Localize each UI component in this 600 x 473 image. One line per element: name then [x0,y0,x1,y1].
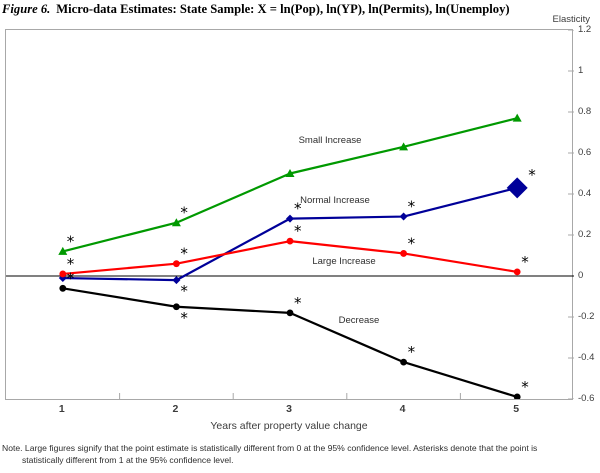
significance-asterisk: * [180,282,188,300]
marker-large-increase [173,260,180,268]
marker-decrease [513,393,521,399]
marker-large-increase [286,237,294,245]
x-tick-label: 2 [172,403,179,415]
marker-small-increase [58,246,68,255]
significance-asterisk: * [67,232,75,250]
note-line-1: Note. Large figures signify that the poi… [2,443,538,453]
marker-decrease [173,303,180,311]
significance-asterisk: * [67,269,75,287]
marker-small-increase [512,113,522,122]
marker-large-increase [59,270,67,278]
significance-asterisk: * [294,200,302,218]
series-line-large-increase [62,240,518,276]
significance-asterisk: * [294,222,302,240]
significance-asterisk: * [67,255,75,273]
figure-title-text: Micro-data Estimates: State Sample: X = … [56,2,510,16]
plot-area: * * Small Increase * * * * Normal Increase * * * * *… [5,29,574,400]
series-label-small-increase: Small Increase [299,135,362,146]
y-tick-label: 0.8 [578,105,592,117]
series-label-normal-increase: Normal Increase [300,195,370,206]
figure-title: Figure 6. Micro-data Estimates: State Sam… [2,2,598,17]
y-tick-label: -0.2 [578,310,595,322]
x-axis-title: Years after property value change [210,420,368,432]
marker-small-increase [171,218,181,227]
series-line-small-increase [62,117,518,253]
marker-small-increase [399,142,409,151]
y-tick-label: -0.4 [578,351,595,363]
marker-large-increase [513,268,521,276]
significance-asterisk: * [408,343,416,361]
y-tick-label: 1.2 [578,23,592,35]
y-tick-label: 1 [578,64,584,76]
figure-number: Figure 6. [2,2,51,16]
significance-asterisk: * [294,294,302,312]
marker-decrease [286,309,294,317]
marker-normal-increase [172,276,181,285]
significance-asterisk: * [408,234,416,252]
significance-asterisk: * [528,166,536,184]
series-line-decrease [62,287,518,399]
significance-asterisk: * [180,204,188,222]
y-tick-label: -0.6 [578,392,595,404]
marker-normal-increase [58,274,67,283]
x-tick-label: 5 [513,403,520,415]
significance-asterisk: * [521,253,529,271]
series-label-large-increase: Large Increase [312,256,375,267]
y-axis-title: Elasticity [552,14,590,25]
significance-asterisk: * [408,198,416,216]
marker-normal-increase [286,214,294,223]
significance-asterisk: * [521,378,529,396]
marker-small-increase [285,169,295,177]
y-tick-label: 0 [578,269,584,281]
marker-large-increase [400,250,407,257]
note-line-2: statistically different from 1 at the 95… [22,455,234,466]
marker-decrease [59,284,67,292]
marker-normal-increase [399,212,408,221]
y-tick-label: 0.2 [578,228,592,240]
big-marker-normal-increase [506,177,528,199]
x-tick-label: 1 [58,403,65,415]
x-tick-label: 3 [286,403,292,415]
marker-decrease [400,358,407,366]
significance-asterisk: * [180,245,188,263]
chart-canvas: **Small Increase** **Normal Increase*****… [6,30,574,399]
y-tick-label: 0.4 [578,187,592,199]
significance-asterisk: * [180,309,188,327]
y-tick-label: 0.6 [578,146,592,158]
figure-note: Note. Large figures signify that the poi… [2,442,596,467]
x-tick-label: 4 [399,403,406,415]
series-label-decrease: Decrease [339,315,380,326]
